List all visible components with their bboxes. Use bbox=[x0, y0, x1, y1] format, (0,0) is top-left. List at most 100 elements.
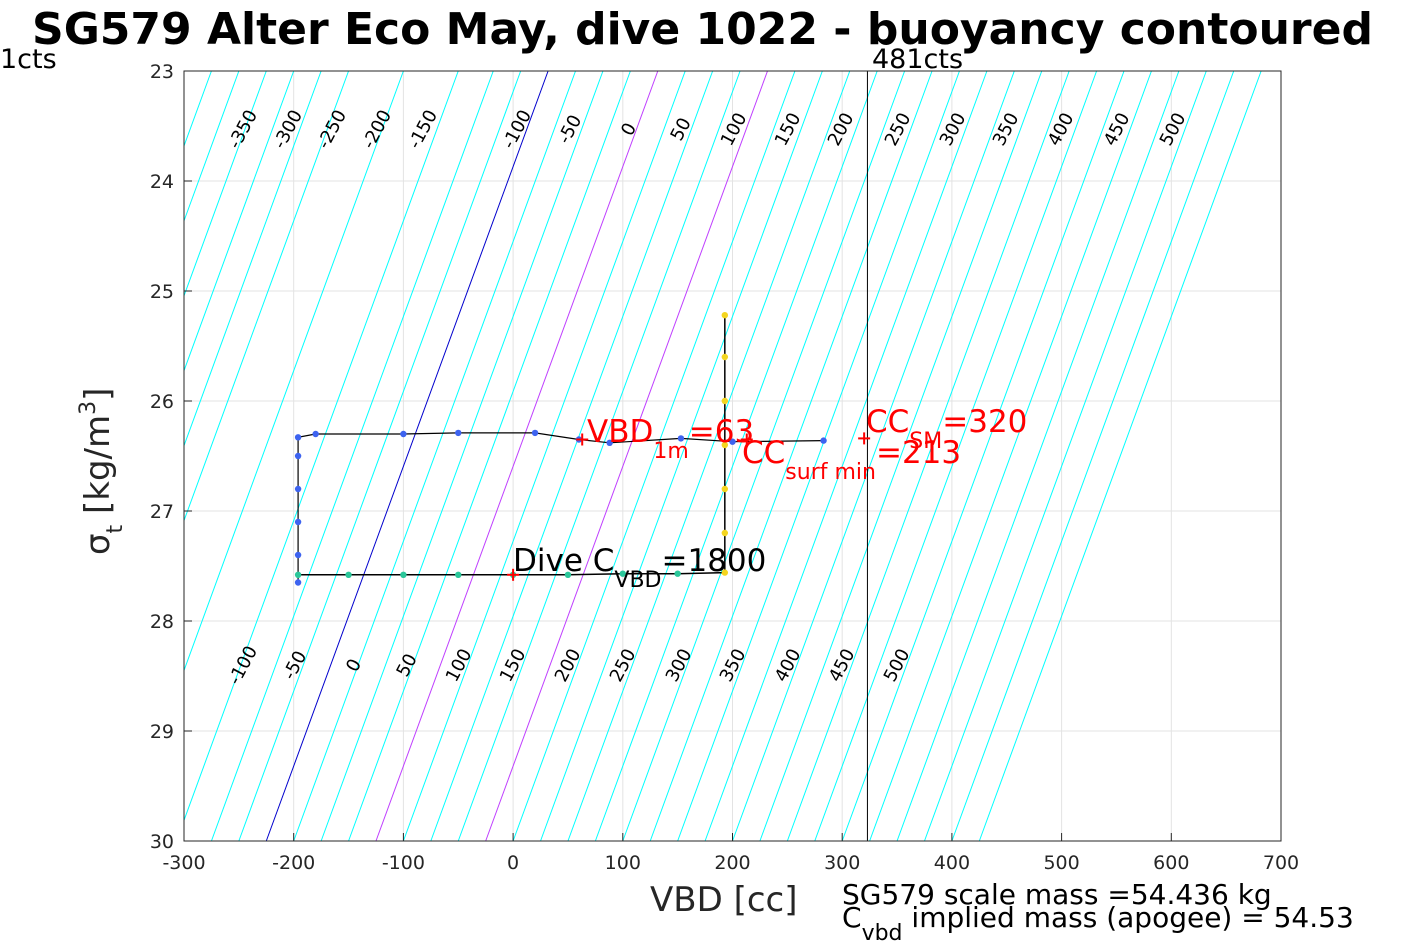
x-axis-label: VBD [cc] bbox=[650, 880, 798, 920]
buoyancy-contour-line bbox=[183, 70, 350, 521]
cc-surf-min-annotation: CCsurf min=213 bbox=[742, 435, 962, 485]
climb-point bbox=[455, 429, 462, 437]
buoyancy-contour-line bbox=[183, 70, 322, 446]
y-tick-label: 23 bbox=[150, 61, 174, 83]
chart-title: SG579 Alter Eco May, dive 1022 - buoyanc… bbox=[32, 4, 1373, 55]
climb-point bbox=[820, 437, 827, 444]
climb-point bbox=[294, 551, 302, 559]
dive-c-vbd-annotation: Dive CVBD=1800 bbox=[513, 543, 767, 593]
footer-rest: implied mass (apogee) = 54.53 bbox=[902, 901, 1354, 934]
buoyancy-contour-line bbox=[183, 70, 240, 222]
axis-ticks: -300 -200 -100 0 100 200 300 400 500 600 700 23 24 25… bbox=[150, 61, 1299, 874]
buoyancy-contour-line bbox=[649, 70, 933, 842]
vbd-1m-annotation: VBD1m=63 bbox=[587, 414, 755, 464]
x-tick-label: 500 bbox=[1043, 852, 1079, 874]
buoyancy-contour-line bbox=[348, 70, 631, 842]
buoyancy-contour-line bbox=[924, 70, 1207, 842]
dive-point bbox=[721, 569, 729, 576]
climb-point bbox=[400, 430, 407, 438]
top-left-count-label: 1cts bbox=[0, 44, 57, 75]
footer-implied-mass: Cvbd implied mass (apogee) = 54.53 bbox=[842, 901, 1354, 946]
dive-point bbox=[619, 570, 626, 577]
top-right-count-label: 481cts bbox=[872, 44, 964, 75]
climb-point bbox=[312, 430, 319, 438]
climb-point bbox=[294, 485, 302, 493]
buoyancy-contour-line bbox=[457, 70, 741, 842]
y-tick-label: 25 bbox=[150, 281, 174, 303]
x-tick-label: -300 bbox=[162, 852, 205, 874]
dive-point bbox=[721, 485, 729, 493]
buoyancy-contour-line bbox=[320, 70, 604, 842]
climb-point bbox=[729, 438, 736, 445]
climb-point bbox=[294, 452, 302, 460]
buoyancy-contour-line bbox=[951, 70, 1235, 842]
zero-buoyancy-contour bbox=[265, 70, 549, 842]
dive-point bbox=[721, 529, 729, 537]
buoyancy-contour-line bbox=[869, 70, 1152, 842]
y-tick-label: 24 bbox=[150, 171, 174, 193]
y-tick-label: 29 bbox=[150, 721, 174, 743]
dive-tracks bbox=[294, 71, 868, 841]
buoyancy-contour-line bbox=[677, 70, 960, 842]
dive-point bbox=[400, 571, 407, 578]
markers bbox=[507, 432, 871, 581]
cc-sm-sub: SM bbox=[909, 429, 943, 454]
buoyancy-contour-line bbox=[540, 70, 823, 842]
dive-point bbox=[564, 571, 572, 578]
buoyancy-contour-line bbox=[402, 70, 686, 842]
x-tick-label: 400 bbox=[934, 852, 970, 874]
highlight-contour bbox=[375, 70, 659, 842]
buoyancy-contour-line bbox=[978, 70, 1262, 842]
cc-surf-value: =213 bbox=[875, 435, 962, 471]
x-tick-label: -100 bbox=[382, 852, 425, 874]
cc-sm-main: CC bbox=[866, 404, 910, 440]
cc-surf-sub: surf min bbox=[785, 460, 876, 485]
x-tick-label: 600 bbox=[1153, 852, 1189, 874]
dive-point bbox=[721, 353, 729, 361]
cc-sm-value: =320 bbox=[942, 404, 1028, 440]
y-label-sup: 3 bbox=[76, 400, 101, 415]
x-tick-label: 100 bbox=[605, 852, 641, 874]
y-label-sub: t bbox=[103, 524, 128, 534]
buoyancy-contour-line bbox=[238, 70, 522, 842]
cc-surf-main: CC bbox=[742, 435, 786, 471]
x-tick-label: 700 bbox=[1263, 852, 1299, 874]
buoyancy-contours bbox=[183, 70, 1262, 842]
dive-point bbox=[674, 570, 681, 577]
y-tick-label: 30 bbox=[150, 831, 174, 853]
buoyancy-contour-line bbox=[183, 70, 459, 821]
buoyancy-contour-line bbox=[430, 70, 714, 842]
x-tick-label: 0 bbox=[507, 852, 519, 874]
vbd-1m-main: VBD bbox=[587, 414, 654, 450]
dive-point bbox=[455, 571, 462, 578]
x-tick-label: -200 bbox=[272, 852, 315, 874]
buoyancy-contour-line bbox=[841, 70, 1125, 842]
buoyancy-contour-line bbox=[183, 70, 267, 296]
y-label-sigma: σ bbox=[78, 533, 118, 555]
buoyancy-contour-line bbox=[704, 70, 988, 842]
buoyancy-contour-line bbox=[183, 70, 295, 371]
buoyancy-contour-line bbox=[512, 70, 796, 842]
buoyancy-contour-line bbox=[567, 70, 851, 842]
dive-c-value: =1800 bbox=[661, 543, 767, 579]
y-label-unit: [kg/m bbox=[78, 414, 118, 525]
y-tick-label: 27 bbox=[150, 501, 174, 523]
climb-point bbox=[531, 429, 539, 437]
dive-point bbox=[721, 397, 729, 405]
climb-point bbox=[294, 518, 302, 526]
buoyancy-contour-line bbox=[293, 70, 576, 842]
buoyancy-contour-line bbox=[183, 70, 212, 147]
climb-point bbox=[294, 434, 302, 441]
x-tick-label: 300 bbox=[824, 852, 860, 874]
vbd-1m-value: =63 bbox=[688, 414, 755, 450]
y-tick-label: 28 bbox=[150, 611, 174, 633]
buoyancy-contour-line bbox=[732, 70, 1015, 842]
dive-point bbox=[721, 312, 729, 319]
buoyancy-contour-line bbox=[594, 70, 878, 842]
y-tick-label: 26 bbox=[150, 391, 174, 413]
cc-sm-annotation: CCSM=320 bbox=[866, 404, 1028, 454]
footer-vbd-sub: vbd bbox=[861, 921, 903, 946]
highlight-contour bbox=[485, 70, 768, 842]
dive-c-main: Dive C bbox=[513, 543, 615, 579]
